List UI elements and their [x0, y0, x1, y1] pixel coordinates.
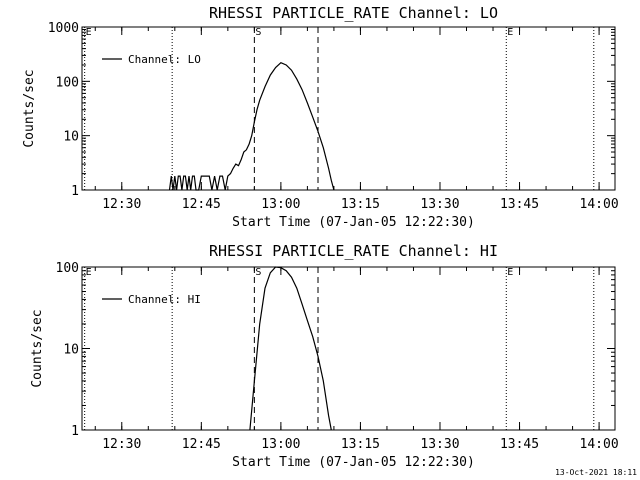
- x-tick-label: 13:45: [500, 197, 539, 212]
- x-axis-label: Start Time (07-Jan-05 12:22:30): [232, 455, 475, 470]
- x-tick-label: 12:45: [182, 197, 221, 212]
- y-tick-label: 100: [56, 75, 79, 90]
- y-tick-label: 10: [63, 130, 79, 145]
- plot-frame: [81, 26, 616, 191]
- x-tick-label: 13:30: [420, 437, 459, 452]
- marker-label-e: E: [507, 27, 513, 38]
- x-tick-label: 14:00: [580, 197, 619, 212]
- y-tick-label: 10: [63, 343, 79, 358]
- x-tick-label: 13:45: [500, 437, 539, 452]
- panel-hi: RHESSI PARTICLE_RATE Channel: HI E S E 1 10 10…: [30, 242, 619, 470]
- marker-label-s: S: [255, 27, 261, 38]
- panel-lo: RHESSI PARTICLE_RATE Channel: LO E S E 1 10 10…: [22, 4, 619, 230]
- x-tick-label: 13:00: [261, 437, 300, 452]
- y-tick-label: 1: [71, 424, 79, 439]
- series-line: [168, 61, 335, 191]
- y-axis-label: Counts/sec: [30, 309, 45, 387]
- x-tick-label: 13:30: [420, 197, 459, 212]
- plot-frame: [81, 266, 616, 431]
- y-tick-label: 1000: [48, 21, 79, 36]
- legend-entry: Channel: LO: [128, 53, 201, 66]
- y-axis-label: Counts/sec: [22, 69, 37, 147]
- footer-timestamp: 13-Oct-2021 18:11: [555, 468, 637, 477]
- marker-label-e: E: [86, 267, 92, 278]
- x-tick-label: 12:30: [102, 437, 141, 452]
- marker-label-e: E: [86, 27, 92, 38]
- marker-label-s: S: [255, 267, 261, 278]
- x-tick-label: 13:15: [341, 197, 380, 212]
- x-tick-label: 14:00: [580, 437, 619, 452]
- y-tick-label: 1: [71, 184, 79, 199]
- x-tick-label: 13:15: [341, 437, 380, 452]
- y-tick-label: 100: [56, 261, 79, 276]
- series-line: [249, 266, 332, 431]
- x-tick-label: 12:30: [102, 197, 141, 212]
- chart-title: RHESSI PARTICLE_RATE Channel: HI: [209, 242, 498, 260]
- legend-entry: Channel: HI: [128, 293, 201, 306]
- chart-title: RHESSI PARTICLE_RATE Channel: LO: [209, 4, 498, 22]
- marker-label-e: E: [507, 267, 513, 278]
- x-axis-label: Start Time (07-Jan-05 12:22:30): [232, 215, 475, 230]
- x-tick-label: 12:45: [182, 437, 221, 452]
- x-tick-label: 13:00: [261, 197, 300, 212]
